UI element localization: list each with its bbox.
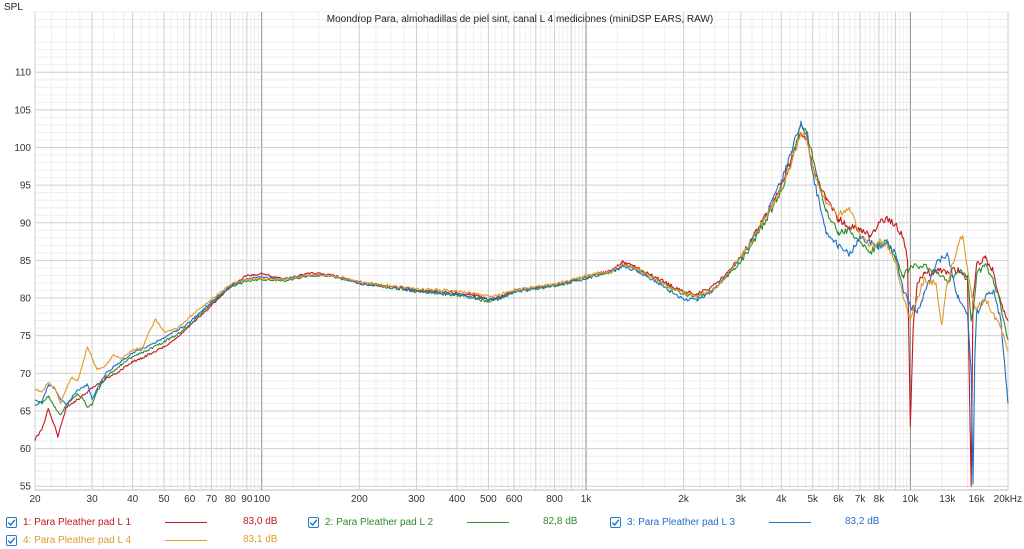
x-tick-label: 200: [351, 494, 368, 505]
x-tick-label: 90: [241, 494, 253, 505]
legend-label-3: 3: Para Pleather pad L 3: [627, 516, 736, 528]
checkbox-checked-icon[interactable]: [610, 516, 621, 528]
y-tick-label: 95: [20, 181, 32, 192]
legend-label-1: 1: Para Pleather pad L 1: [23, 516, 132, 528]
x-tick-label: 60: [184, 494, 196, 505]
x-tick-label: 5k: [807, 494, 819, 505]
y-axis-label: SPL: [4, 2, 23, 13]
x-tick-label: 20: [29, 494, 41, 505]
legend-line-3: [769, 522, 811, 523]
legend-item-1[interactable]: 1: Para Pleather pad L 1: [6, 514, 131, 530]
legend-item-4[interactable]: 4: Para Pleather pad L 4: [6, 532, 131, 548]
x-axis-tick-labels: 20 30 40 50 60 70 80 90 100 200 300 400 500 600 800 1k 2…: [29, 494, 1022, 505]
x-tick-label: 3k: [735, 494, 747, 505]
legend-line-1: [165, 522, 207, 523]
x-tick-label: 30: [87, 494, 99, 505]
legend-level-1: 83,0 dB: [243, 516, 278, 527]
y-tick-label: 105: [14, 105, 31, 116]
y-tick-label: 100: [14, 143, 31, 154]
y-tick-label: 90: [20, 218, 32, 229]
y-tick-label: 70: [20, 369, 32, 380]
y-tick-label: 85: [20, 256, 32, 267]
chart-title: Moondrop Para, almohadillas de piel sint…: [327, 14, 713, 25]
legend-label-4: 4: Para Pleather pad L 4: [23, 534, 132, 546]
legend-level-2: 82,8 dB: [543, 516, 578, 527]
y-tick-label: 80: [20, 294, 32, 305]
series-lines: [34, 120, 1009, 487]
series-line-2: [34, 124, 1009, 416]
checkbox-checked-icon[interactable]: [6, 534, 17, 546]
x-tick-label: 40: [127, 494, 139, 505]
frequency-response-chart: 20 30 40 50 60 70 80 90 100 200 300 400 500 600 800 1k 2…: [4, 2, 1022, 505]
x-tick-label: 6k: [833, 494, 845, 505]
legend-level-3: 83,2 dB: [845, 516, 880, 527]
x-tick-label: 20kHz: [994, 494, 1022, 505]
grid-minor: [35, 11, 1008, 490]
x-tick-label: 10k: [902, 494, 919, 505]
x-tick-label: 13k: [939, 494, 956, 505]
legend-label-2: 2: Para Pleather pad L 2: [325, 516, 434, 528]
x-tick-label: 100: [253, 494, 270, 505]
x-tick-label: 50: [159, 494, 171, 505]
x-tick-label: 1k: [581, 494, 593, 505]
y-tick-label: 75: [20, 331, 32, 342]
x-tick-label: 7k: [855, 494, 867, 505]
legend-line-4: [165, 540, 207, 541]
y-tick-label: 55: [20, 482, 32, 493]
x-tick-label: 70: [206, 494, 218, 505]
x-tick-label: 300: [408, 494, 425, 505]
checkbox-checked-icon[interactable]: [6, 516, 17, 528]
x-tick-label: 8k: [874, 494, 886, 505]
x-tick-label: 400: [449, 494, 466, 505]
y-tick-label: 65: [20, 406, 32, 417]
legend: 1: Para Pleather pad L 1 83,0 dB 2: Para…: [0, 511, 1024, 549]
legend-item-3[interactable]: 3: Para Pleather pad L 3: [610, 514, 735, 530]
checkbox-checked-icon[interactable]: [308, 516, 319, 528]
legend-level-4: 83,1 dB: [243, 534, 278, 545]
x-tick-label: 800: [546, 494, 563, 505]
x-tick-label: 4k: [776, 494, 788, 505]
x-tick-label: 80: [225, 494, 237, 505]
x-tick-label: 2k: [678, 494, 690, 505]
x-tick-label: 600: [506, 494, 523, 505]
y-axis-tick-labels: 55 60 65 70 75 80 85 90 95 100 105 110: [14, 68, 31, 493]
grid-major: [34, 12, 1009, 490]
series-line-4: [34, 131, 1009, 404]
legend-item-2[interactable]: 2: Para Pleather pad L 2: [308, 514, 433, 530]
y-tick-label: 60: [20, 444, 32, 455]
x-tick-label: 500: [480, 494, 497, 505]
x-tick-label: 16k: [969, 494, 986, 505]
legend-line-2: [467, 522, 509, 523]
y-tick-label: 110: [15, 68, 31, 79]
